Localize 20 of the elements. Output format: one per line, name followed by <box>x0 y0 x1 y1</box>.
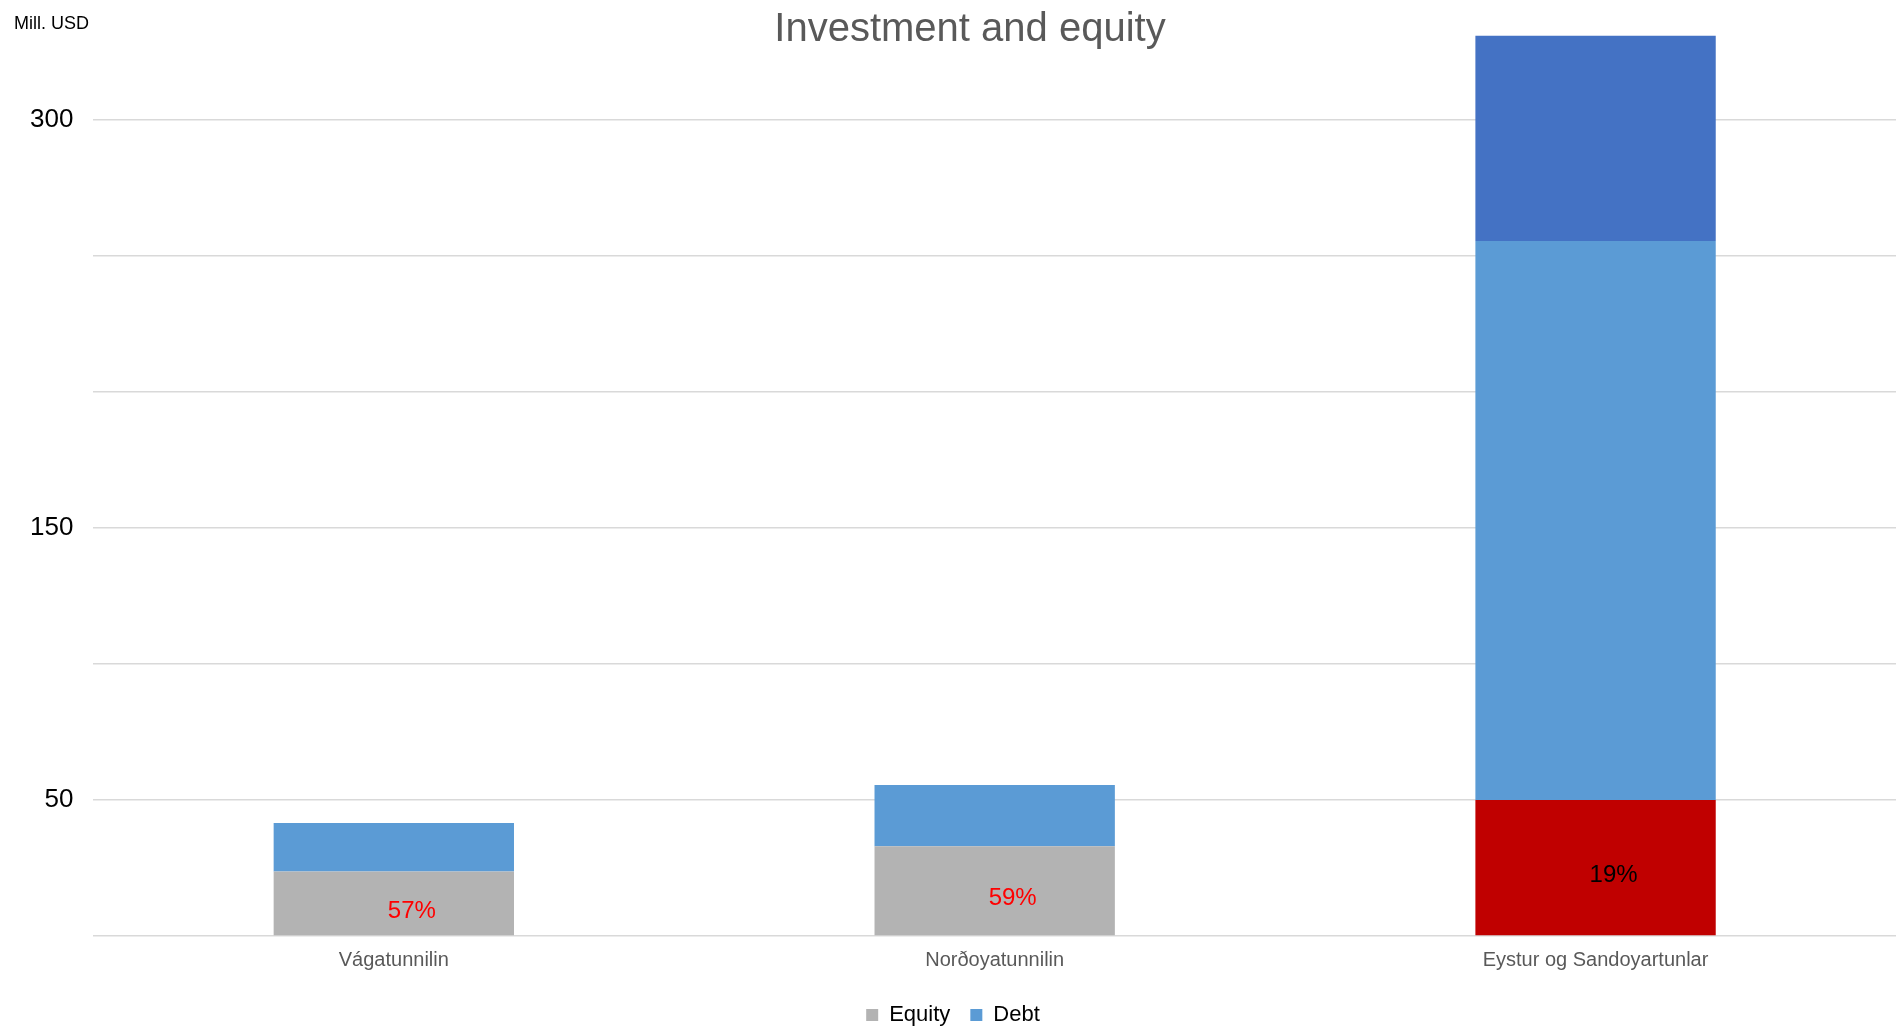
bar <box>874 785 1115 847</box>
bar <box>1475 799 1716 936</box>
chart-title: Investment and equity <box>774 5 1166 50</box>
annotation: 57% <box>387 896 436 924</box>
bar <box>273 871 514 936</box>
annotation: 19% <box>1589 860 1638 888</box>
bar <box>874 846 1115 936</box>
legend-label: Equity <box>889 1001 951 1027</box>
y-axis-title: Mill. USD <box>14 12 89 33</box>
y-tick-label: 300 <box>29 103 74 134</box>
x-tick-label: Norðoyatunnilin <box>925 947 1065 970</box>
y-tick-label: 150 <box>29 511 74 542</box>
x-tick-label: Vágatunnilin <box>338 947 449 970</box>
bar <box>1475 35 1716 241</box>
annotation: 59% <box>988 883 1037 911</box>
x-tick-label: Eystur og Sandoyartunlar <box>1482 947 1709 970</box>
legend-label: Debt <box>993 1001 1040 1027</box>
bar <box>273 823 514 872</box>
bar <box>1475 240 1716 800</box>
y-tick-label: 50 <box>44 783 74 814</box>
